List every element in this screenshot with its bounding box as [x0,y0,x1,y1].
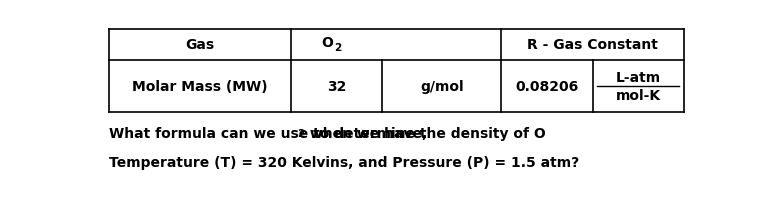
Text: 0.08206: 0.08206 [516,80,578,93]
Text: g/mol: g/mol [420,80,464,93]
Text: L-atm: L-atm [615,71,661,85]
Text: 32: 32 [327,80,346,93]
Text: O: O [322,36,334,50]
Text: What formula can we use to determine the density of O: What formula can we use to determine the… [108,126,546,140]
Text: R - Gas Constant: R - Gas Constant [527,38,658,52]
Text: when we have,: when we have, [305,126,427,140]
Text: Gas: Gas [186,38,214,52]
Text: Temperature (T) = 320 Kelvins, and Pressure (P) = 1.5 atm?: Temperature (T) = 320 Kelvins, and Press… [108,155,579,169]
Text: 2: 2 [334,43,342,53]
Text: Molar Mass (MW): Molar Mass (MW) [132,80,267,93]
Text: 2: 2 [298,128,305,138]
Text: mol-K: mol-K [615,88,661,102]
